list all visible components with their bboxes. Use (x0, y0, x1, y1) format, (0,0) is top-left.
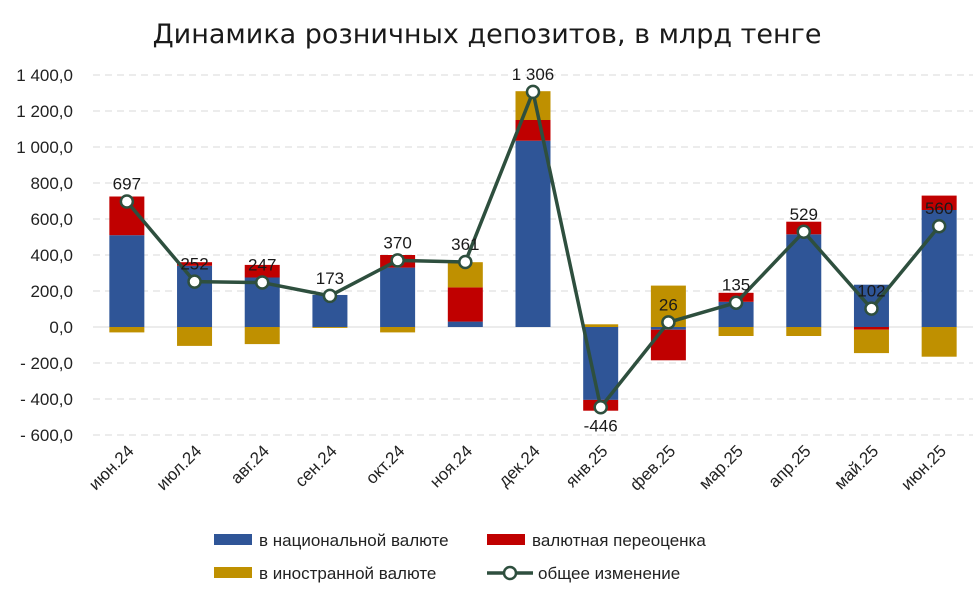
y-tick-label: 600,0 (30, 210, 73, 229)
data-label: 560 (925, 199, 953, 218)
bar-segment (650, 329, 686, 361)
total-point (728, 295, 744, 310)
bar-segment (244, 327, 280, 345)
total-point (322, 288, 338, 304)
bars (109, 91, 957, 411)
data-label: 370 (383, 233, 411, 252)
x-tick-label: авг.24 (227, 441, 273, 487)
x-tick-label: дек.24 (495, 441, 544, 490)
x-axis-ticks: июн.24 июл.24 авг.24 сен.24 окт.24 ноя.24 дек.… (85, 441, 950, 494)
x-tick-label: июл.24 (153, 441, 206, 494)
data-label: 529 (790, 205, 818, 224)
legend-swatch (214, 567, 252, 578)
bar-segment (583, 327, 619, 400)
bar-segment (515, 140, 551, 327)
total-point (931, 218, 947, 234)
total-point (661, 315, 676, 330)
y-tick-label: 1 000,0 (16, 138, 73, 157)
data-label: 135 (722, 276, 750, 295)
data-label: 252 (180, 255, 208, 274)
y-tick-label: - 600,0 (20, 426, 73, 445)
x-tick-label: мар.25 (695, 441, 747, 493)
bar-segment (177, 327, 213, 346)
bar-segment (312, 327, 348, 328)
bar-segment (583, 324, 619, 327)
bar-segment (109, 327, 145, 333)
y-tick-label: 200,0 (30, 282, 73, 301)
legend-label: валютная переоценка (532, 531, 706, 550)
bar-segment (380, 267, 416, 327)
x-tick-label: окт.24 (362, 441, 408, 487)
total-point (119, 194, 135, 209)
total-point (390, 253, 405, 268)
total-point (796, 224, 812, 240)
bar-segment (853, 327, 889, 330)
data-label: 697 (113, 175, 141, 194)
data-label: 361 (451, 235, 479, 254)
legend-swatch (487, 534, 525, 545)
bar-segment (380, 327, 416, 333)
x-tick-label: янв.25 (562, 441, 612, 491)
x-tick-label: июн.24 (85, 441, 138, 494)
total-point (458, 254, 473, 270)
legend-swatch (214, 534, 252, 545)
y-tick-label: 1 200,0 (16, 102, 73, 121)
bar-segment (109, 235, 145, 327)
y-axis-ticks: - 600,0 - 400,0 - 200,0 0,0 200,0 400,0 600,0 8… (16, 66, 73, 445)
total-point (254, 275, 270, 290)
x-tick-label: май.25 (830, 441, 882, 493)
data-label: -446 (584, 416, 618, 435)
legend-label: общее изменение (538, 564, 680, 583)
data-label: 247 (248, 256, 276, 275)
chart-title: Динамика розничных депозитов, в млрд тен… (153, 19, 822, 50)
bar-segment (447, 287, 483, 322)
total-point (187, 274, 202, 289)
bar-segment (244, 264, 280, 278)
legend-label: в иностранной валюте (259, 564, 436, 583)
bar-segment (853, 329, 889, 354)
data-label: 1 306 (512, 65, 555, 84)
legend-label: в национальной валюте (259, 531, 449, 550)
y-tick-label: - 400,0 (20, 390, 73, 409)
data-labels: 697 252 247 173 370 361 1 306 -446 26 135 529 102 56… (113, 65, 954, 435)
bar-segment (786, 234, 822, 327)
total-point (864, 301, 879, 316)
bar-segment (447, 321, 483, 327)
data-label: 26 (659, 295, 678, 314)
total-point (525, 84, 541, 100)
y-tick-label: 800,0 (30, 174, 73, 193)
data-label: 102 (857, 282, 885, 301)
legend-marker (502, 565, 518, 581)
total-point (593, 400, 608, 415)
bar-segment (921, 195, 957, 210)
y-tick-label: 400,0 (30, 246, 73, 265)
x-tick-label: апр.25 (765, 441, 815, 491)
bar-segment (177, 262, 213, 266)
x-tick-label: ноя.24 (426, 441, 476, 491)
bar-segment (921, 327, 957, 357)
x-tick-label: сен.24 (291, 441, 340, 490)
bar-segment (786, 327, 822, 336)
legend: в национальной валюте валютная переоценка… (214, 531, 706, 583)
y-tick-label: 0,0 (49, 318, 73, 337)
x-tick-label: фев.25 (626, 441, 679, 494)
x-tick-label: июн.25 (897, 441, 950, 494)
data-label: 173 (316, 269, 344, 288)
total-line (119, 84, 947, 415)
y-tick-label: - 200,0 (20, 354, 73, 373)
bar-segment (718, 327, 754, 336)
y-tick-label: 1 400,0 (16, 66, 73, 85)
